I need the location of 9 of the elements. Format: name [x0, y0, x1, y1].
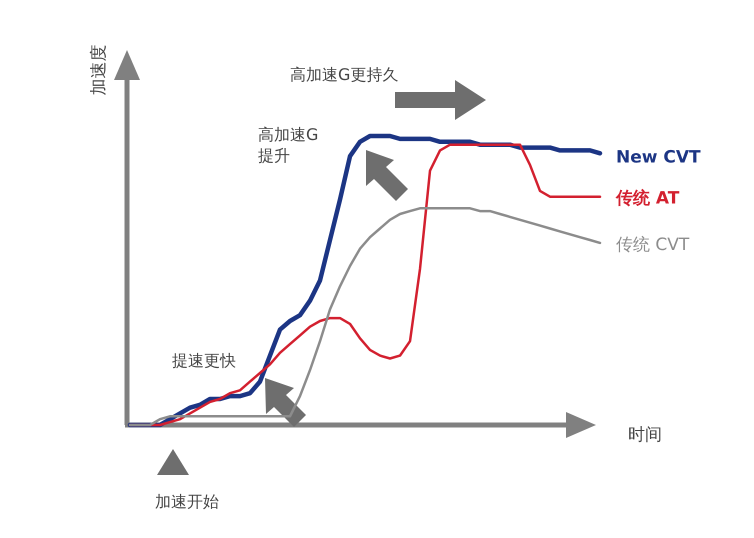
text: 高加速G更持久 [290, 65, 398, 84]
annotation: 高加速G 提升 [258, 125, 318, 165]
text: 加速开始 [155, 492, 219, 511]
series-label: 传统 AT [615, 188, 680, 209]
annotation: 提速更快 [172, 351, 236, 370]
x-axis-title: 时间 [628, 425, 662, 445]
y-axis-title: 加速度 [89, 44, 109, 96]
series-label: 传统 CVT [616, 234, 690, 255]
series-label: New CVT [616, 147, 702, 168]
